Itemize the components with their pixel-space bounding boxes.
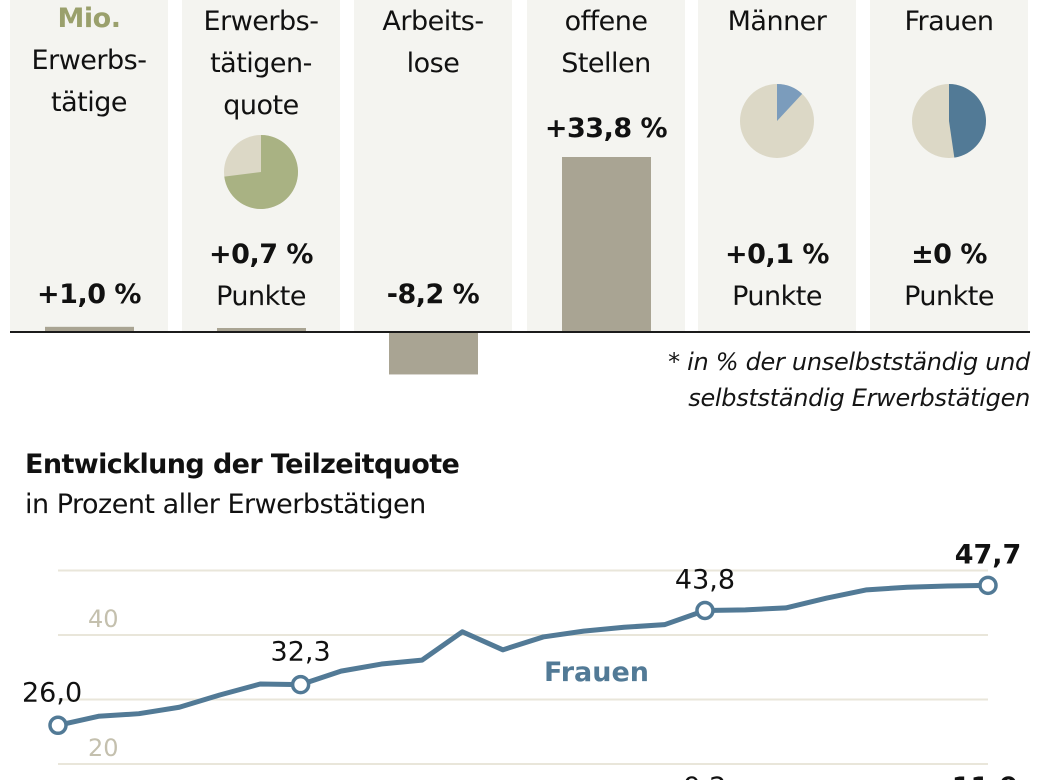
indicator-marks bbox=[45, 84, 987, 375]
panel-change: -8,2 % bbox=[354, 274, 512, 316]
footnote-line: selbstständig Erwerbstätigen bbox=[688, 384, 1030, 412]
change-value: -8,2 % bbox=[386, 279, 480, 310]
change-bar-offene-stellen bbox=[562, 157, 651, 332]
panel-heading: Männer bbox=[698, 1, 856, 43]
partial-data-label: 11,9 bbox=[952, 772, 1019, 780]
panel-erwerbstaetige: Mio. Erwerbs-tätige +1,0 % bbox=[10, 0, 168, 332]
chart-subtitle: in Prozent aller Erwerbstätigen bbox=[25, 489, 426, 520]
panel-change: ±0 % Punkte bbox=[870, 234, 1028, 318]
change-unit: Punkte bbox=[904, 281, 994, 312]
panel-heading-line: Arbeits- bbox=[382, 6, 484, 37]
panel-heading-line: Frauen bbox=[904, 6, 994, 37]
chart-title: Entwicklung der Teilzeitquote bbox=[25, 449, 460, 480]
panel-heading-line: Erwerbs- bbox=[203, 6, 319, 37]
baseline-rule bbox=[10, 331, 1030, 333]
data-label: 43,8 bbox=[675, 564, 735, 595]
panel-heading: Mio. Erwerbs-tätige bbox=[10, 0, 168, 124]
panel-heading: offene Stellen bbox=[527, 1, 685, 85]
y-tick-label: 20 bbox=[88, 734, 119, 762]
panel-arbeitslose: Arbeits-lose -8,2 % bbox=[354, 0, 512, 332]
panel-heading-line: Erwerbs- bbox=[31, 45, 147, 76]
panel-heading-line: quote bbox=[223, 90, 299, 121]
panel-heading-unit: Mio. bbox=[57, 3, 121, 34]
panel-change: +0,1 % Punkte bbox=[698, 234, 856, 318]
change-value: +0,7 % bbox=[209, 239, 313, 270]
pie-slice-erwerbstaetigenquote bbox=[224, 135, 298, 209]
panel-change: +33,8 % bbox=[527, 108, 685, 150]
change-bar-arbeitslose bbox=[389, 332, 478, 375]
data-label: 32,3 bbox=[271, 637, 331, 668]
panel-change: +0,7 % Punkte bbox=[182, 234, 340, 318]
change-value: +1,0 % bbox=[37, 279, 141, 310]
y-tick-label: 40 bbox=[88, 605, 119, 633]
data-point-marker bbox=[978, 575, 998, 596]
change-value: ±0 % bbox=[911, 239, 987, 270]
panel-heading-line: lose bbox=[406, 48, 460, 79]
panel-heading: Arbeits-lose bbox=[354, 1, 512, 85]
change-bar-erwerbstaetigenquote bbox=[217, 328, 306, 332]
pie-slice-frauen bbox=[949, 84, 987, 158]
partial-data-label: 9,2 bbox=[684, 772, 727, 780]
panel-change: +1,0 % bbox=[10, 274, 168, 316]
change-value: +33,8 % bbox=[544, 113, 668, 144]
panel-heading-line: offene bbox=[564, 6, 648, 37]
panel-heading-line: tätige bbox=[51, 87, 127, 118]
data-point-marker bbox=[695, 600, 715, 621]
change-unit: Punkte bbox=[216, 281, 306, 312]
footnote-line: * in % der unselbstständig und bbox=[668, 348, 1030, 376]
panel-heading-line: Stellen bbox=[561, 48, 651, 79]
footnote: * in % der unselbstständig und selbststä… bbox=[600, 344, 1030, 416]
panel-heading: Erwerbs-tätigen-quote bbox=[182, 1, 340, 127]
data-label: 47,7 bbox=[955, 539, 1022, 570]
data-point-marker bbox=[48, 715, 68, 736]
panel-heading-line: tätigen- bbox=[210, 48, 312, 79]
change-bar-erwerbstaetige bbox=[45, 326, 134, 332]
panel-maenner: Männer +0,1 % Punkte bbox=[698, 0, 856, 332]
data-point-marker bbox=[290, 674, 311, 695]
series-label-frauen: Frauen bbox=[544, 657, 649, 688]
data-label: 26,0 bbox=[22, 677, 82, 708]
series-line-frauen bbox=[57, 582, 989, 728]
pie-slice-maenner bbox=[777, 84, 803, 121]
panel-heading: Frauen bbox=[870, 1, 1028, 43]
change-unit: Punkte bbox=[732, 281, 822, 312]
panel-frauen: Frauen ±0 % Punkte bbox=[870, 0, 1028, 332]
panel-heading-line: Männer bbox=[727, 6, 827, 37]
change-value: +0,1 % bbox=[725, 239, 829, 270]
